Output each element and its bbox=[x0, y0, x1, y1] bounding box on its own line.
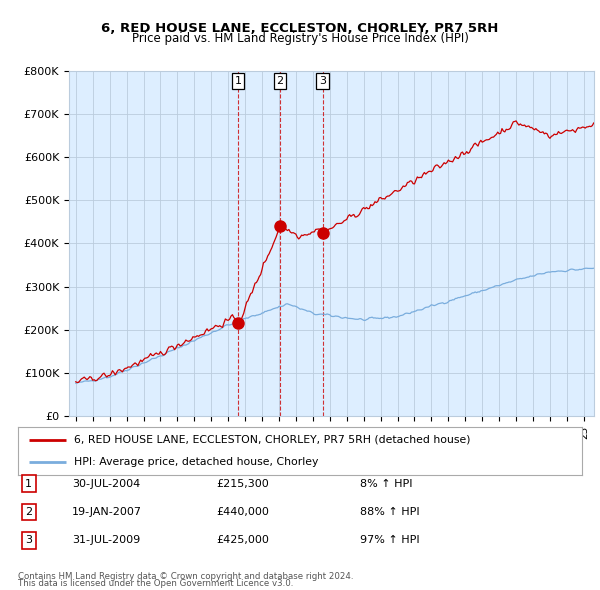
Text: 1: 1 bbox=[25, 479, 32, 489]
Text: 30-JUL-2004: 30-JUL-2004 bbox=[72, 479, 140, 489]
Text: 2: 2 bbox=[276, 76, 283, 86]
Text: 19-JAN-2007: 19-JAN-2007 bbox=[72, 507, 142, 517]
Text: 2: 2 bbox=[25, 507, 32, 517]
Text: 3: 3 bbox=[25, 536, 32, 545]
Text: £440,000: £440,000 bbox=[216, 507, 269, 517]
Text: Contains HM Land Registry data © Crown copyright and database right 2024.: Contains HM Land Registry data © Crown c… bbox=[18, 572, 353, 581]
Text: £425,000: £425,000 bbox=[216, 536, 269, 545]
Text: 3: 3 bbox=[319, 76, 326, 86]
Text: 88% ↑ HPI: 88% ↑ HPI bbox=[360, 507, 419, 517]
Text: £215,300: £215,300 bbox=[216, 479, 269, 489]
Text: 31-JUL-2009: 31-JUL-2009 bbox=[72, 536, 140, 545]
Text: 6, RED HOUSE LANE, ECCLESTON, CHORLEY, PR7 5RH: 6, RED HOUSE LANE, ECCLESTON, CHORLEY, P… bbox=[101, 22, 499, 35]
Text: Price paid vs. HM Land Registry's House Price Index (HPI): Price paid vs. HM Land Registry's House … bbox=[131, 32, 469, 45]
Text: 1: 1 bbox=[235, 76, 242, 86]
Text: 6, RED HOUSE LANE, ECCLESTON, CHORLEY, PR7 5RH (detached house): 6, RED HOUSE LANE, ECCLESTON, CHORLEY, P… bbox=[74, 435, 471, 445]
Text: 97% ↑ HPI: 97% ↑ HPI bbox=[360, 536, 419, 545]
Text: HPI: Average price, detached house, Chorley: HPI: Average price, detached house, Chor… bbox=[74, 457, 319, 467]
Text: This data is licensed under the Open Government Licence v3.0.: This data is licensed under the Open Gov… bbox=[18, 579, 293, 588]
Text: 8% ↑ HPI: 8% ↑ HPI bbox=[360, 479, 413, 489]
